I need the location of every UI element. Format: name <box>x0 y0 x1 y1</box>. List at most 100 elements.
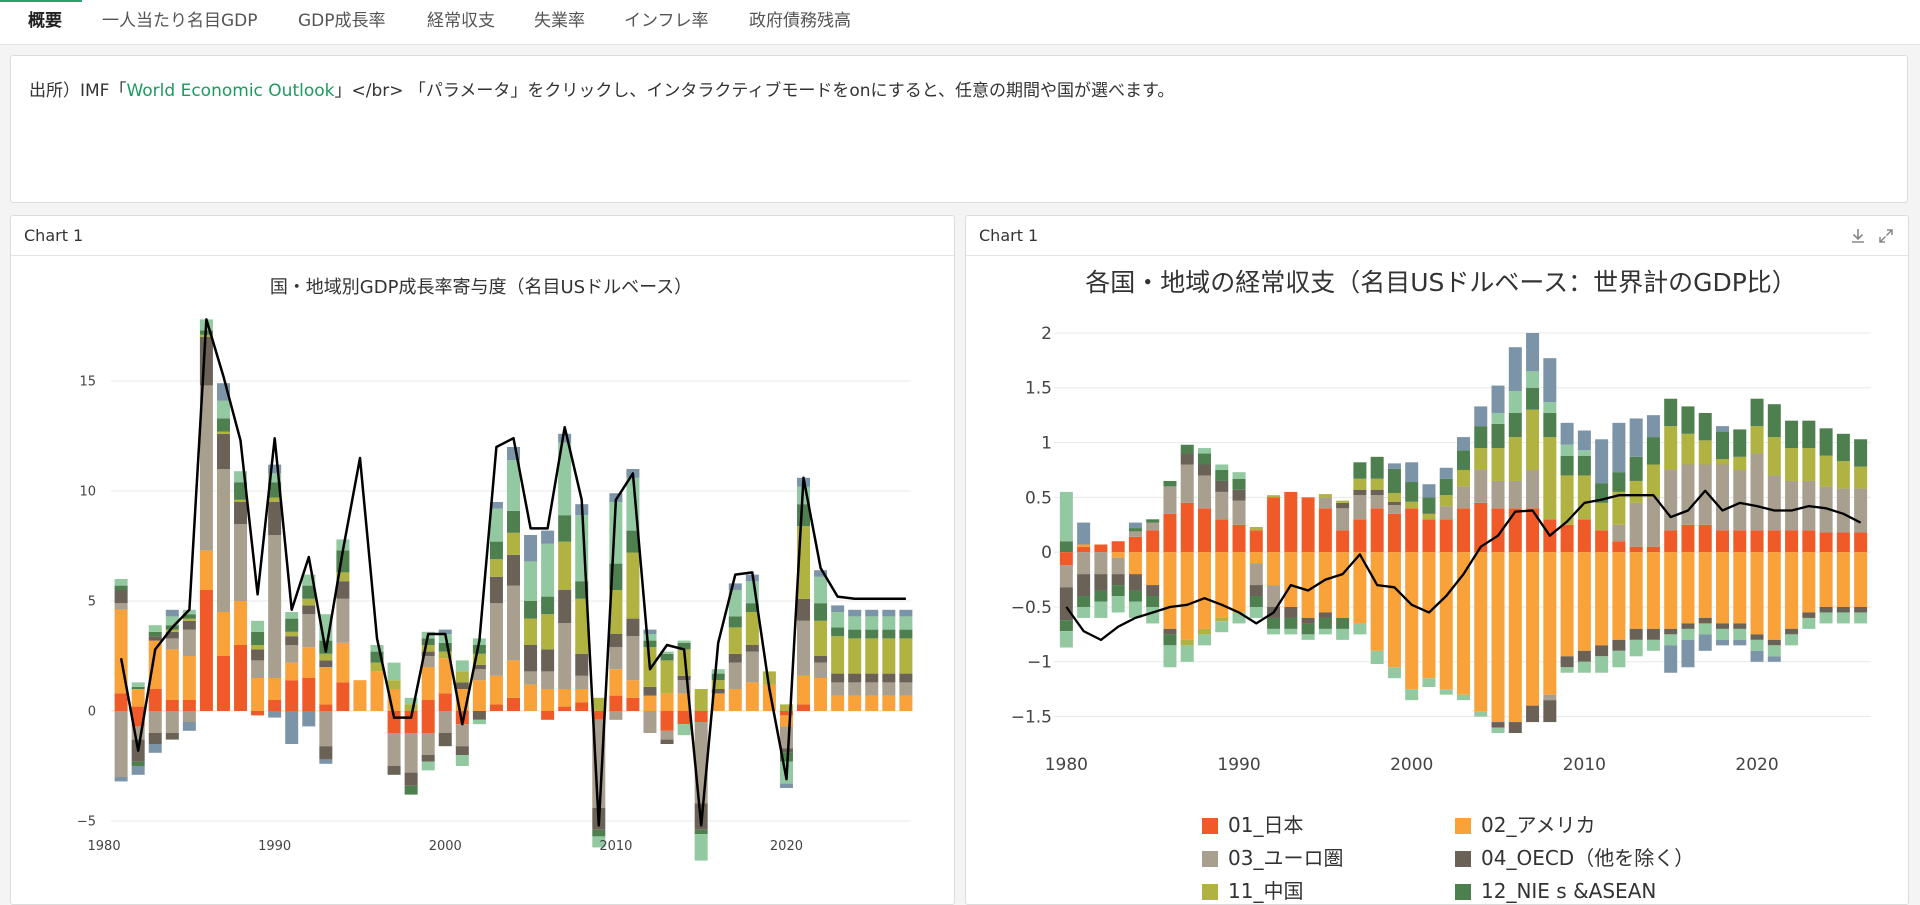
bar-segment <box>1526 332 1540 372</box>
bar-segment <box>404 772 418 786</box>
bar-segment <box>421 651 435 656</box>
bar-segment <box>1318 494 1332 498</box>
bar-segment <box>1111 585 1125 597</box>
current-account-chart: 各国・地域の経常収支（名目USドルベース：世界計のGDP比） −1.5 −1 −0.5… <box>1011 268 1871 903</box>
download-icon[interactable] <box>1848 226 1868 246</box>
bar-segment <box>370 645 384 652</box>
bar-segment <box>421 700 435 711</box>
bar-segment <box>1767 656 1781 662</box>
bar-segment <box>251 660 265 678</box>
tab-gdp-growth[interactable]: GDP成長率 <box>298 11 386 31</box>
y-tick-label: 2 <box>1041 324 1052 344</box>
bar-segment <box>472 719 486 725</box>
bar-segment <box>1629 502 1643 547</box>
bar-segment <box>1422 497 1436 514</box>
bar-segment <box>1111 596 1125 613</box>
bar-segment <box>1180 552 1194 640</box>
bar-segment <box>165 733 179 740</box>
bar-segment <box>711 680 725 689</box>
bar-segment <box>438 693 452 711</box>
bar-segment <box>489 576 503 604</box>
weo-link[interactable]: World Economic Outlook <box>126 81 335 101</box>
bar-segment <box>558 515 572 542</box>
bar-segment <box>1180 502 1194 553</box>
bar-segment <box>1802 530 1816 553</box>
bar-segment <box>1439 689 1453 695</box>
bar-segment <box>1526 387 1540 410</box>
bar-segment <box>882 638 896 674</box>
bar-segment <box>745 603 759 612</box>
tab-gdp-per-capita[interactable]: 一人当たり名目GDP <box>102 11 258 31</box>
bar-segment <box>1733 456 1747 470</box>
bar-segment <box>1560 422 1574 445</box>
tab-current-account[interactable]: 経常収支 <box>427 11 495 31</box>
bar-segment <box>1526 409 1540 470</box>
x-tick-label: 1990 <box>258 839 291 854</box>
bar-segment <box>831 682 845 696</box>
bar-segment <box>302 574 316 586</box>
bar-segment <box>1387 505 1401 514</box>
bar-segment <box>694 711 708 722</box>
bar-segment <box>1664 628 1678 635</box>
bar-segment <box>1215 480 1229 492</box>
tab-overview[interactable]: 概要 <box>28 11 62 31</box>
chart-panel-header: Chart 1 <box>11 216 954 256</box>
total-line <box>119 318 906 827</box>
bar-segment <box>421 638 435 645</box>
bar-segment <box>438 733 452 747</box>
bar-segment <box>1767 437 1781 476</box>
bar-segment <box>302 605 316 615</box>
bar-segment <box>336 682 350 711</box>
bar-segment <box>507 532 520 555</box>
bar-segment <box>1819 532 1833 553</box>
bar-segment <box>541 649 555 672</box>
bar-segment <box>677 711 691 725</box>
bar-segment <box>131 706 145 711</box>
bar-segment <box>182 711 196 722</box>
bar-segment <box>1785 634 1799 646</box>
bar-segment <box>1318 508 1332 553</box>
bar-segment <box>779 752 793 762</box>
bar-segment <box>387 680 401 689</box>
bar-segment <box>114 777 128 782</box>
bar-segment <box>558 433 572 443</box>
bar-segment <box>1577 650 1591 662</box>
legend-swatch <box>1202 884 1218 900</box>
bar-segment <box>1318 552 1332 613</box>
bar-segment <box>1543 402 1557 413</box>
source-info-panel: 出所）IMF「World Economic Outlook」</br> 「パラメ… <box>10 55 1908 203</box>
bar-segment <box>336 572 350 582</box>
bar-segment <box>1232 472 1246 479</box>
bar-segment <box>1508 722 1522 734</box>
bar-segment <box>1457 486 1470 509</box>
bar-segment <box>882 609 896 617</box>
expand-icon[interactable] <box>1876 226 1896 246</box>
bar-segment <box>1267 617 1281 629</box>
bar-segment <box>1336 617 1350 629</box>
bar-segment <box>268 711 282 718</box>
bar-segment <box>1094 574 1108 591</box>
bar-segment <box>1577 552 1591 651</box>
tab-unemployment[interactable]: 失業率 <box>534 11 585 31</box>
bar-segment <box>694 834 708 861</box>
bar-segment <box>507 585 520 661</box>
bar-segment <box>1698 634 1712 651</box>
bar-segment <box>1819 606 1833 613</box>
bar-segment <box>660 711 674 731</box>
bar-segment <box>1836 552 1850 607</box>
bar-segment <box>319 704 333 711</box>
bar-segment <box>199 590 213 711</box>
bar-segment <box>1197 448 1211 454</box>
bar-segment <box>899 609 913 617</box>
gdp-contribution-chart: 国・地域別GDP成長率寄与度（名目USドルベース） −5 0 5 10 15 1980 199… <box>77 277 913 861</box>
bar-segment <box>626 530 640 553</box>
bar-segment <box>899 616 913 630</box>
tab-inflation[interactable]: インフレ率 <box>624 11 709 31</box>
bar-segment <box>1163 628 1177 635</box>
bar-segment <box>131 711 145 727</box>
x-tick-label: 2000 <box>1390 755 1433 775</box>
bar-segment <box>541 689 555 711</box>
bar-segment <box>1439 478 1453 496</box>
tab-government-debt[interactable]: 政府債務残高 <box>749 11 851 31</box>
bar-segment <box>1595 552 1609 646</box>
